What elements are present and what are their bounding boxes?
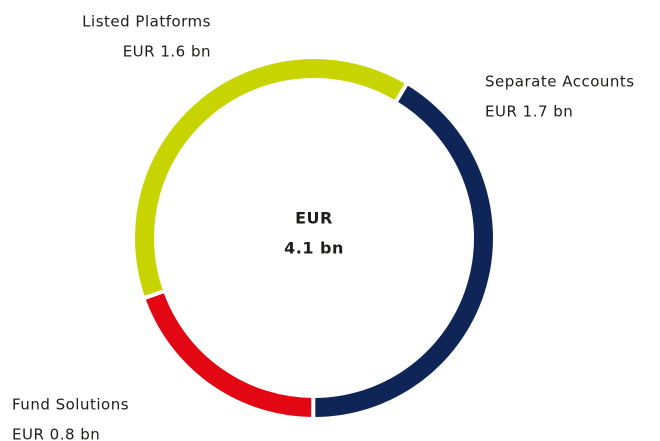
donut-segment: [131, 55, 410, 301]
segment-value: EUR 1.7 bn: [485, 103, 573, 121]
segment-value: EUR 0.8 bn: [12, 426, 100, 441]
segment-label: Listed Platforms: [82, 13, 211, 31]
center-label: EUR: [295, 209, 333, 228]
segment-label: Separate Accounts: [485, 73, 635, 91]
segment-value: EUR 1.6 bn: [123, 43, 211, 61]
center-total: 4.1 bn: [284, 239, 344, 258]
donut-segment: [140, 288, 316, 422]
segment-label: Fund Solutions: [12, 396, 129, 414]
